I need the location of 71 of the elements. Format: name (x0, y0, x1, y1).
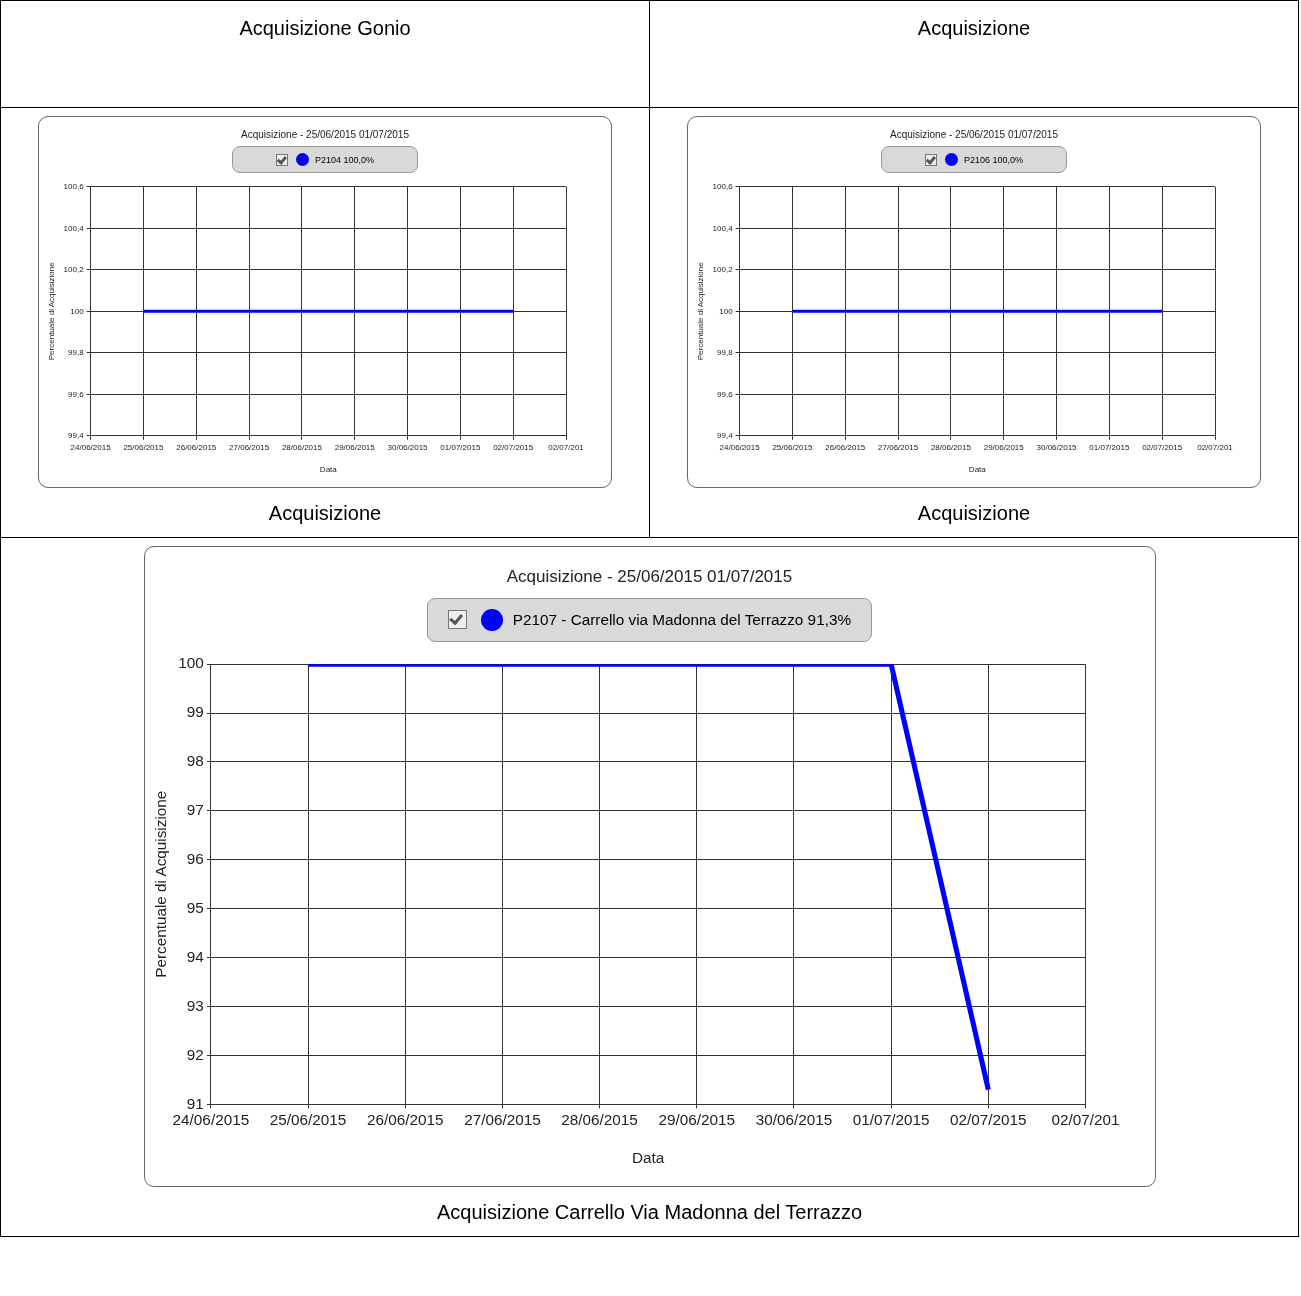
x-tick-label: 24/06/2015 (172, 1110, 249, 1128)
text: Acquisizione (267, 502, 383, 525)
y-tick-label: 92 (186, 1045, 204, 1063)
x-tick-label: 02/07/201 (1197, 442, 1234, 452)
x-tick-label: 26/06/2015 (366, 1110, 444, 1128)
y-tick-label: 96 (186, 850, 204, 868)
x-tick-label: 28/06/2015 (281, 442, 323, 452)
x-tick-label: 28/06/2015 (930, 442, 972, 452)
y-tick-label: 100 (70, 306, 85, 316)
x-tick-label: 29/06/2015 (334, 442, 376, 452)
x-tick-label: 26/06/2015 (176, 442, 217, 452)
text: Acquisizione Carrello Via Madonna del Terrazzo (435, 1200, 864, 1224)
y-tick-label: 91 (186, 1094, 204, 1112)
y-tick-label: 99,8 (68, 348, 85, 357)
x-tick-label: 30/06/2015 (1036, 442, 1078, 452)
y-tick-label: 93 (186, 996, 204, 1014)
legend-label: P2106 100,0% (963, 154, 1024, 165)
y-tick-label: 99,4 (717, 431, 734, 440)
y-tick-label: 100,4 (712, 223, 734, 233)
y-tick-label: 100 (719, 306, 734, 316)
y-tick-label: 100,2 (712, 265, 734, 274)
x-tick-label: 02/07/201 (548, 442, 585, 452)
text: Acquisizione Gonio (0, 0, 650, 108)
x-axis-title: Data (319, 465, 338, 475)
y-tick-label: 99 (186, 703, 204, 721)
x-tick-label: 29/06/2015 (983, 442, 1025, 452)
y-axis-title: Percentuale di Acquisizione (696, 261, 705, 361)
x-tick-label: 27/06/2015 (463, 1110, 541, 1128)
x-tick-label: 01/07/2015 (440, 442, 481, 452)
x-tick-label: 24/06/2015 (719, 442, 761, 452)
x-tick-label: 26/06/2015 (825, 442, 866, 452)
y-tick-label: 99,4 (68, 431, 85, 440)
x-tick-label: 25/06/2015 (772, 442, 814, 452)
x-tick-label: 02/07/201 (1050, 1110, 1120, 1128)
y-tick-label: 100,4 (63, 223, 85, 233)
y-tick-label: 100,6 (63, 182, 85, 191)
text: Acquisizione (916, 502, 1032, 525)
x-tick-label: 27/06/2015 (229, 442, 270, 452)
legend-label: P2107 - Carrello via Madonna del Terrazzo 91,3% (512, 610, 851, 629)
legend-label: P2104 100,0% (314, 154, 375, 165)
x-tick-label: 24/06/2015 (70, 442, 112, 452)
x-tick-label: 30/06/2015 (755, 1110, 832, 1128)
x-tick-label: 02/07/2015 (949, 1110, 1027, 1128)
y-tick-label: 99,6 (717, 389, 734, 399)
y-tick-label: 99,8 (717, 348, 734, 357)
text: Acquisizione (649, 0, 1299, 108)
x-tick-label: 01/07/2015 (852, 1110, 929, 1128)
chart-title: Acquisizione - 25/06/2015 01/07/2015 (505, 567, 794, 588)
x-tick-label: 28/06/2015 (560, 1110, 638, 1128)
x-tick-label: 25/06/2015 (123, 442, 165, 452)
chart-title: Acquisizione - 25/06/2015 01/07/2015 (240, 129, 410, 140)
x-tick-label: 01/07/2015 (1089, 442, 1130, 452)
y-tick-label: 98 (186, 752, 204, 770)
y-tick-label: 97 (186, 801, 204, 819)
x-axis-title: Data (968, 465, 987, 475)
y-tick-label: 100 (177, 654, 204, 672)
y-tick-label: 100,6 (712, 182, 734, 191)
y-tick-label: 95 (186, 899, 204, 917)
y-tick-label: 99,6 (68, 389, 85, 399)
x-tick-label: 27/06/2015 (878, 442, 919, 452)
x-tick-label: 29/06/2015 (658, 1110, 735, 1128)
x-axis-title: Data (631, 1149, 665, 1167)
x-tick-label: 02/07/2015 (1142, 442, 1183, 452)
y-tick-label: 94 (186, 948, 204, 966)
y-axis-title: Percentuale di Acquisizione (151, 790, 169, 979)
x-tick-label: 30/06/2015 (387, 442, 429, 452)
x-tick-label: 02/07/2015 (493, 442, 534, 452)
y-axis-title: Percentuale di Acquisizione (47, 261, 56, 361)
chart-title: Acquisizione - 25/06/2015 01/07/2015 (889, 129, 1059, 140)
y-tick-label: 100,2 (63, 265, 85, 274)
x-tick-label: 25/06/2015 (269, 1110, 346, 1128)
